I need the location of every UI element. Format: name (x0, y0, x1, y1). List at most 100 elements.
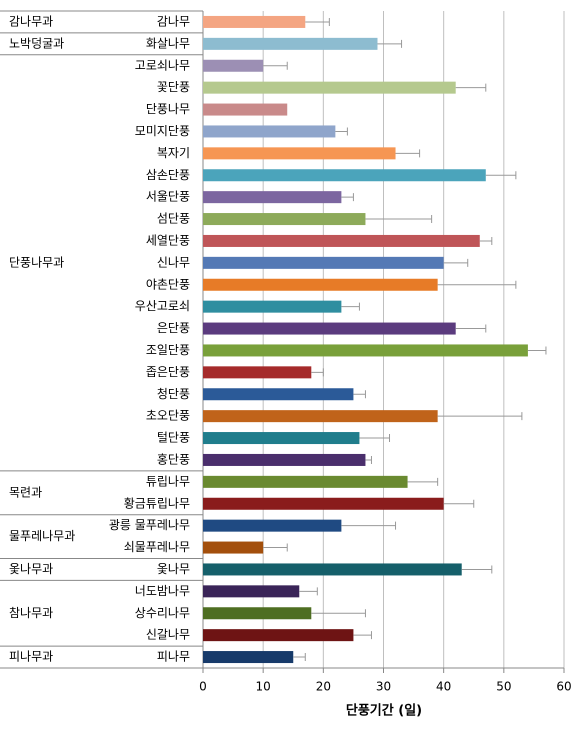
error-bar (443, 258, 469, 267)
y-tick-label: 털단풍 (157, 431, 190, 445)
x-tick-label: 0 (199, 680, 207, 694)
y-tick-label: 세열단풍 (146, 233, 190, 247)
x-axis-label: 단풍기간 (일) (346, 703, 422, 719)
bar (203, 453, 366, 466)
bar (203, 541, 264, 554)
x-tick-label: 60 (556, 680, 571, 694)
y-tick-label: 모미지단풍 (135, 124, 190, 138)
error-bar (305, 17, 330, 26)
bar (203, 388, 354, 401)
error-bar (407, 477, 439, 486)
bar (203, 278, 438, 291)
group-label: 단풍나무과 (9, 255, 64, 269)
error-bar (299, 587, 318, 596)
group-label: 노박덩굴과 (9, 36, 64, 50)
y-tick-label: 쇠물푸레나무 (124, 540, 190, 554)
error-bar (485, 171, 517, 180)
x-tick-label: 50 (496, 680, 511, 694)
bar (203, 607, 312, 620)
error-bar (395, 149, 421, 158)
y-tick-label: 야촌단풍 (146, 277, 190, 291)
error-bar (461, 565, 493, 574)
y-tick-label: 신갈나무 (146, 628, 190, 642)
bar (203, 147, 396, 160)
error-bar (479, 236, 493, 245)
y-tick-label: 좁은단풍 (146, 365, 190, 379)
group-label: 피나무과 (9, 650, 53, 664)
y-tick-label: 고로쇠나무 (135, 58, 190, 72)
y-tick-label: 너도밤나무 (135, 584, 190, 598)
bar (203, 103, 288, 116)
x-tick-label: 40 (436, 680, 451, 694)
error-bar (377, 39, 403, 48)
bar (203, 322, 456, 335)
y-tick-label: 광릉 물푸레나무 (109, 518, 190, 532)
y-tick-label: 화살나무 (146, 36, 190, 50)
y-tick-label: 조일단풍 (146, 343, 190, 357)
bar (203, 213, 366, 226)
bar (203, 81, 456, 94)
error-bar (263, 61, 288, 70)
bar (203, 169, 486, 182)
error-bar (437, 280, 517, 289)
error-bar (437, 412, 523, 421)
error-bar (311, 368, 324, 377)
bar (203, 497, 444, 510)
bar (203, 125, 336, 138)
bar (203, 191, 342, 204)
y-tick-label: 신나무 (157, 255, 190, 269)
bar (203, 432, 360, 445)
error-bar (527, 346, 547, 355)
group-label: 옻나무과 (9, 562, 53, 576)
error-bar (365, 215, 433, 224)
error-bar (311, 609, 366, 618)
y-tick-label: 은단풍 (157, 321, 190, 335)
error-bar (353, 631, 372, 640)
bar (203, 563, 462, 576)
bar (203, 519, 342, 532)
y-tick-label: 섬단풍 (157, 212, 190, 226)
bar (203, 585, 300, 598)
bar (203, 629, 354, 642)
error-bar (455, 324, 487, 333)
bar (203, 475, 408, 488)
y-tick-label: 옻나무 (157, 562, 190, 576)
error-bar (341, 302, 360, 311)
y-tick-label: 튜립나무 (146, 474, 190, 488)
bar (203, 651, 294, 664)
group-label: 참나무과 (9, 606, 53, 620)
x-tick-label: 30 (376, 680, 391, 694)
error-bar (263, 543, 288, 552)
y-tick-label: 청단풍 (157, 387, 190, 401)
y-tick-label: 홍단풍 (157, 452, 190, 466)
bar (203, 234, 480, 247)
y-tick-label: 피나무 (157, 650, 190, 664)
y-tick-label: 서울단풍 (146, 190, 190, 204)
x-tick-label: 10 (256, 680, 271, 694)
x-tick-label: 20 (316, 680, 331, 694)
error-bar (359, 434, 391, 443)
bar (203, 366, 312, 379)
bar (203, 59, 264, 72)
group-label: 감나무과 (9, 14, 53, 28)
y-tick-label: 우산고로쇠 (135, 299, 190, 313)
error-bar (443, 499, 475, 508)
bar (203, 37, 378, 50)
bar (203, 256, 444, 269)
group-label: 목련과 (9, 485, 42, 499)
error-bar (341, 193, 354, 202)
bar (203, 344, 528, 357)
y-tick-label: 황금튜립나무 (124, 496, 190, 510)
error-bar (293, 653, 306, 662)
y-tick-label: 복자기 (157, 146, 190, 160)
y-tick-label: 상수리나무 (135, 606, 190, 620)
y-tick-label: 감나무 (157, 14, 190, 28)
bar (203, 410, 438, 423)
error-bar (335, 127, 348, 136)
bar (203, 15, 306, 28)
error-bar (365, 455, 372, 464)
error-bar (455, 83, 487, 92)
y-tick-label: 꽃단풍 (157, 80, 190, 94)
error-bar (341, 521, 397, 530)
